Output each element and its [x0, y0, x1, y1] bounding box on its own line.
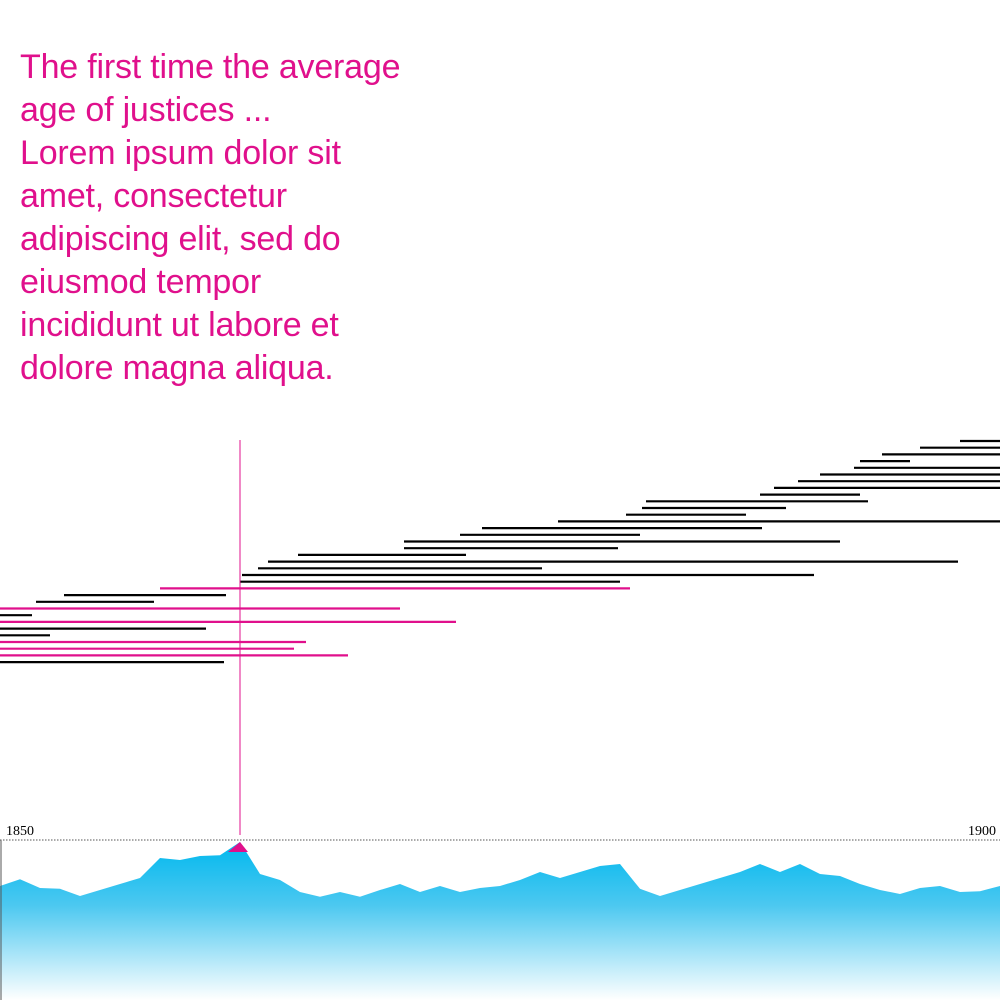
- x-tick-start: 1850: [6, 824, 34, 839]
- annotation-line: adipiscing elit, sed do: [20, 220, 341, 258]
- annotation-line: eiusmod tempor: [20, 263, 261, 301]
- annotation-line: age of justices ...: [20, 91, 272, 129]
- annotation-line: Lorem ipsum dolor sit: [20, 134, 341, 172]
- x-axis: 1850 1900: [0, 824, 1000, 1000]
- annotation-line: The first time the average: [20, 48, 401, 86]
- annotation-line: amet, consectetur: [20, 177, 287, 215]
- x-tick-end: 1900: [968, 824, 996, 839]
- event-marker: [228, 440, 248, 852]
- age-area-fill: [0, 842, 1000, 1000]
- age-area-chart: [0, 842, 1000, 1000]
- annotation-line: dolore magna aliqua.: [20, 349, 334, 387]
- annotation-line: incididunt ut labore et: [20, 306, 339, 344]
- tenure-bars: [0, 439, 1000, 664]
- annotation-text: The first time the average age of justice…: [20, 46, 460, 390]
- marker-triangle: [228, 842, 248, 852]
